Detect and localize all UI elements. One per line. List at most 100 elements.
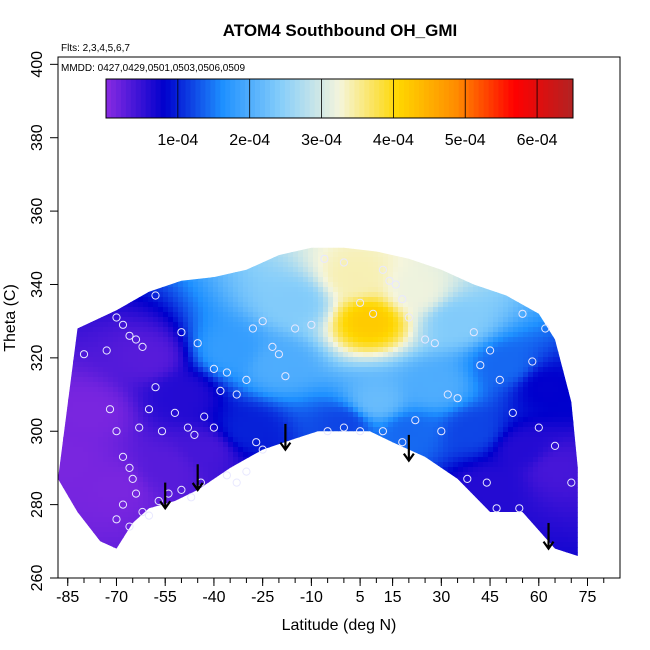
heatmap-cell <box>93 202 99 208</box>
heatmap-cell <box>278 252 284 258</box>
heatmap-cell <box>283 67 289 73</box>
heatmap-cell <box>233 197 239 203</box>
heatmap-cell <box>208 297 214 303</box>
heatmap-cell <box>153 152 159 158</box>
heatmap-cell <box>203 222 209 228</box>
heatmap-cell <box>188 397 194 403</box>
heatmap-cell <box>138 532 144 538</box>
heatmap-cell <box>188 357 194 363</box>
heatmap-cell <box>258 562 264 568</box>
heatmap-cell <box>143 272 149 278</box>
heatmap-cell <box>178 227 184 233</box>
heatmap-cell <box>193 472 199 478</box>
heatmap-cell <box>233 517 239 523</box>
heatmap-cell <box>98 327 104 333</box>
heatmap-cell <box>138 362 144 368</box>
heatmap-cell <box>138 412 144 418</box>
heatmap-cell <box>198 502 204 508</box>
heatmap-cell <box>253 352 259 358</box>
heatmap-cell <box>198 167 204 173</box>
heatmap-cell <box>158 252 164 258</box>
heatmap-cell <box>78 182 84 188</box>
heatmap-cell <box>78 372 84 378</box>
heatmap-cell <box>158 307 164 313</box>
heatmap-cell <box>183 312 189 318</box>
heatmap-cell <box>123 122 129 128</box>
heatmap-cell <box>198 547 204 553</box>
heatmap-cell <box>223 482 229 488</box>
heatmap-cell <box>148 487 154 493</box>
heatmap-cell <box>143 367 149 373</box>
heatmap-cell <box>113 377 119 383</box>
heatmap-cell <box>128 307 134 313</box>
heatmap-cell <box>178 287 184 293</box>
heatmap-cell <box>113 257 119 263</box>
heatmap-cell <box>218 157 224 163</box>
heatmap-cell <box>263 312 269 318</box>
heatmap-cell <box>233 152 239 158</box>
heatmap-cell <box>228 407 234 413</box>
heatmap-cell <box>103 572 109 578</box>
heatmap-cell <box>158 247 164 253</box>
heatmap-cell <box>93 107 99 113</box>
heatmap-cell <box>128 357 134 363</box>
heatmap-cell <box>188 572 194 578</box>
heatmap-cell <box>118 407 124 413</box>
heatmap-cell <box>93 427 99 433</box>
heatmap-cell <box>93 302 99 308</box>
heatmap-cell <box>153 482 159 488</box>
heatmap-cell <box>103 192 109 198</box>
heatmap-cell <box>198 352 204 358</box>
heatmap-cell <box>238 402 244 408</box>
heatmap-cell <box>198 277 204 283</box>
heatmap-cell <box>228 572 234 578</box>
heatmap-cell <box>248 562 254 568</box>
heatmap-cell <box>138 282 144 288</box>
heatmap-cell <box>238 262 244 268</box>
heatmap-cell <box>253 122 259 128</box>
heatmap-cell <box>248 67 254 73</box>
heatmap-cell <box>163 297 169 303</box>
heatmap-cell <box>68 432 74 438</box>
heatmap-cell <box>113 242 119 248</box>
heatmap-cell <box>183 387 189 393</box>
heatmap-cell <box>263 292 269 298</box>
heatmap-cell <box>278 57 284 63</box>
heatmap-cell <box>233 487 239 493</box>
heatmap-cell <box>158 487 164 493</box>
heatmap-cell <box>128 407 134 413</box>
heatmap-cell <box>128 517 134 523</box>
heatmap-cell <box>158 492 164 498</box>
heatmap-cell <box>203 452 209 458</box>
heatmap-cell <box>108 367 114 373</box>
heatmap-cell <box>243 402 249 408</box>
heatmap-cell <box>233 397 239 403</box>
heatmap-cell <box>268 202 274 208</box>
heatmap-cell <box>273 177 279 183</box>
heatmap-cell <box>178 472 184 478</box>
heatmap-cell <box>248 167 254 173</box>
heatmap-cell <box>173 322 179 328</box>
heatmap-cell <box>243 302 249 308</box>
heatmap-cell <box>78 287 84 293</box>
heatmap-cell <box>173 382 179 388</box>
heatmap-cell <box>63 312 69 318</box>
heatmap-cell <box>183 467 189 473</box>
heatmap-cell <box>223 297 229 303</box>
heatmap-cell <box>78 452 84 458</box>
heatmap-cell <box>258 287 264 293</box>
heatmap-cell <box>123 167 129 173</box>
heatmap-cell <box>158 152 164 158</box>
heatmap-cell <box>113 492 119 498</box>
heatmap-cell <box>218 177 224 183</box>
heatmap-cell <box>88 487 94 493</box>
heatmap-cell <box>198 432 204 438</box>
heatmap-cell <box>93 337 99 343</box>
heatmap-cell <box>288 307 294 313</box>
heatmap-cell <box>98 137 104 143</box>
heatmap-cell <box>233 372 239 378</box>
heatmap-cell <box>203 197 209 203</box>
heatmap-cell <box>123 277 129 283</box>
heatmap-cell <box>148 312 154 318</box>
heatmap-cell <box>168 432 174 438</box>
